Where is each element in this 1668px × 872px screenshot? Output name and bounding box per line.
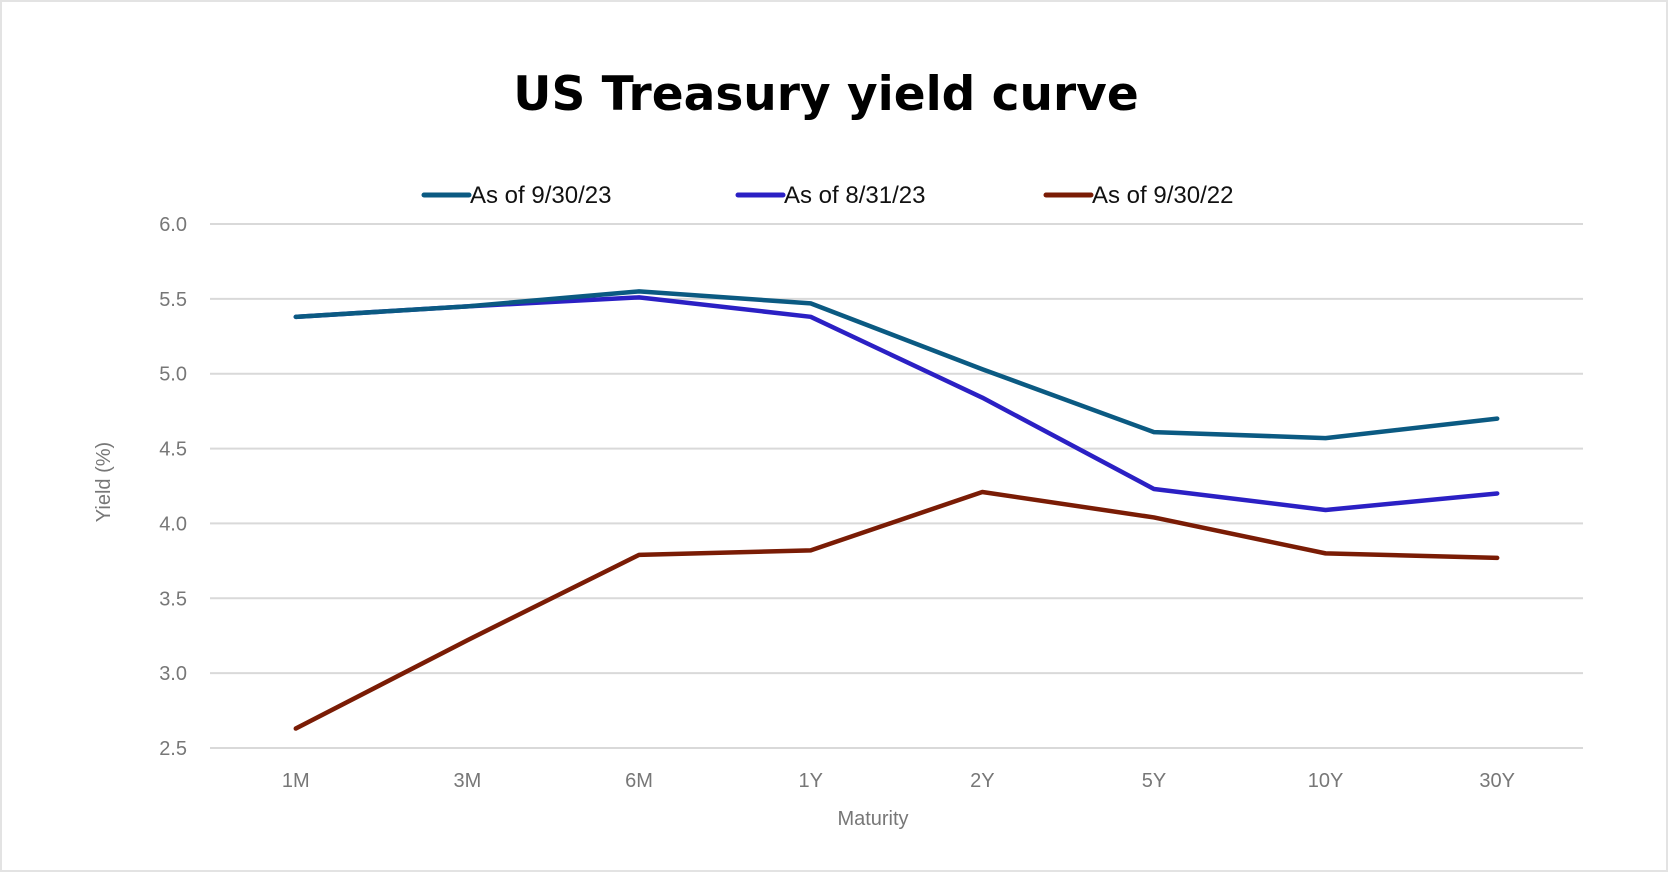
gridlines [210,223,1583,749]
y-tick-label: 5.5 [159,289,187,311]
y-tick-label: 5.0 [159,364,187,386]
x-axis-label: Maturity [837,808,908,830]
legend: As of 9/30/23 As of 8/31/23 As of 9/30/22 [421,182,1233,209]
series-line [293,295,1500,513]
y-tick-label: 3.0 [159,663,187,685]
x-tick-label: 5Y [1142,770,1166,792]
x-tick-label: 6M [625,770,653,792]
y-tick-label: 6.0 [159,214,187,236]
series-lines [293,289,1500,731]
y-tick-labels: 2.5 3.0 3.5 4.0 4.5 5.0 5.5 6.0 [159,214,187,760]
x-tick-label: 30Y [1479,770,1515,792]
legend-label: As of 8/31/23 [784,182,925,209]
x-tick-label: 3M [454,770,482,792]
legend-label: As of 9/30/23 [470,182,611,209]
x-tick-labels: 1M 3M 6M 1Y 2Y 5Y 10Y 30Y [282,770,1515,792]
x-tick-label: 10Y [1308,770,1344,792]
series-line [293,289,1500,441]
x-tick-label: 1Y [798,770,822,792]
y-tick-label: 4.5 [159,439,187,461]
y-tick-label: 4.0 [159,513,187,535]
chart-title: US Treasury yield curve [513,67,1138,122]
x-tick-label: 2Y [970,770,994,792]
y-axis-label: Yield (%) [93,442,115,522]
series-line [293,489,1500,731]
y-tick-label: 2.5 [159,738,187,760]
y-tick-label: 3.5 [159,588,187,610]
legend-label: As of 9/30/22 [1092,182,1233,209]
x-tick-label: 1M [282,770,310,792]
